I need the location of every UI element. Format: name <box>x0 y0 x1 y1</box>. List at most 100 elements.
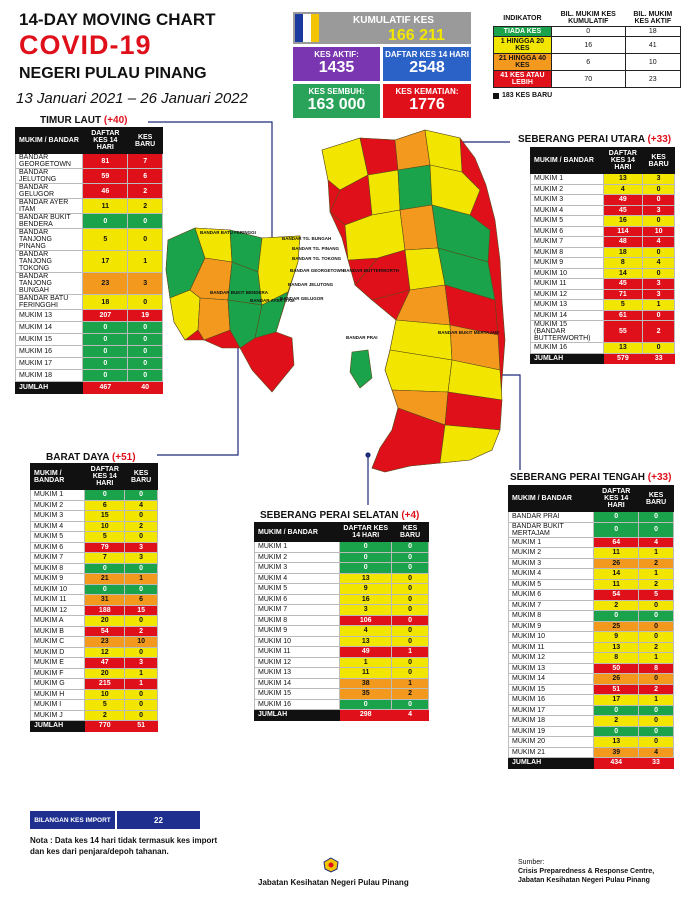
baru-cell: 1 <box>124 573 158 585</box>
kes-baru-text: 183 KES BARU <box>502 92 553 99</box>
note: Nota : Data kes 14 hari tidak termasuk k… <box>30 836 218 856</box>
daftar-cell: 64 <box>593 536 640 548</box>
daftar-cell: 81 <box>82 153 129 169</box>
indicator-label: 21 HINGGA 40 KES <box>493 53 552 71</box>
total-value: 434 <box>593 757 640 769</box>
row-label: MUKIM 5 <box>253 583 341 595</box>
daftar-cell: 16 <box>602 215 644 227</box>
column-header: KES BARU <box>127 127 163 154</box>
row-label: MUKIM 9 <box>29 573 86 585</box>
row-label: MUKIM I <box>29 699 86 711</box>
daftar-cell: 0 <box>339 698 393 710</box>
row-label: BANDAR GEORGETOWN <box>14 153 84 169</box>
total-row: JUMLAH 434 33 <box>507 757 674 769</box>
baru-cell: 2 <box>638 641 674 653</box>
baru-cell: 0 <box>124 583 158 595</box>
daftar-cell: 49 <box>339 646 393 658</box>
baru-cell: 0 <box>391 635 429 647</box>
row-label: MUKIM 14 <box>253 677 341 689</box>
table-row: BANDAR JELUTONG 59 6 <box>14 168 163 184</box>
indicator-legend: INDIKATOR BIL. MUKIM KES KUMULATIF BIL. … <box>493 10 682 99</box>
row-label: MUKIM 1 <box>530 173 604 185</box>
daftar-cell: 0 <box>82 321 129 334</box>
table-row: MUKIM 1 13 3 <box>530 173 675 185</box>
daftar-cell: 0 <box>84 562 126 574</box>
row-label: MUKIM 9 <box>530 257 604 269</box>
table-row: MUKIM 20 13 0 <box>507 736 674 748</box>
row-label: MUKIM C <box>29 636 86 648</box>
baru-cell: 0 <box>391 614 429 626</box>
row-label: MUKIM 10 <box>530 267 604 279</box>
daftar-cell: 59 <box>82 168 129 184</box>
baru-cell: 0 <box>127 345 163 358</box>
row-label: MUKIM 18 <box>507 715 595 727</box>
daftar-cell: 0 <box>339 541 393 553</box>
table-row: BANDAR GEORGETOWN 81 7 <box>14 153 163 169</box>
table-row: MUKIM H 10 0 <box>29 688 158 700</box>
row-label: MUKIM 13 <box>14 309 84 322</box>
row-label: MUKIM 13 <box>253 667 341 679</box>
indicator-header: BIL. MUKIM KES AKTIF <box>633 11 673 25</box>
row-label: MUKIM 16 <box>530 342 604 354</box>
table-row: MUKIM G 215 1 <box>29 678 158 690</box>
baru-cell: 0 <box>638 704 674 716</box>
daftar-cell: 18 <box>82 294 129 310</box>
date-range: 13 Januari 2021 – 26 Januari 2022 <box>16 90 248 107</box>
baru-cell: 0 <box>127 369 163 382</box>
row-label: MUKIM 12 <box>253 656 341 668</box>
row-label: MUKIM A <box>29 615 86 627</box>
map-label: BANDAR BUKIT MERTAJAM <box>438 330 499 335</box>
table-row: MUKIM 1 64 4 <box>507 536 674 548</box>
daftar-cell: 71 <box>602 288 644 300</box>
row-label: MUKIM 19 <box>507 725 595 737</box>
row-label: MUKIM B <box>29 625 86 637</box>
table-row: MUKIM 15 (BANDAR BUTTERWORTH) 55 2 <box>530 320 675 343</box>
row-label: MUKIM 10 <box>507 631 595 643</box>
baru-cell: 2 <box>127 198 163 214</box>
daftar-cell: 51 <box>593 683 640 695</box>
row-label: MUKIM 17 <box>14 357 84 370</box>
baru-cell: 3 <box>124 552 158 564</box>
kematian-box: KES KEMATIAN: 1776 <box>383 84 471 118</box>
daftar-cell: 12 <box>84 646 126 658</box>
baru-cell: 0 <box>124 562 158 574</box>
map-label: BANDAR TG. PINANG <box>292 246 339 251</box>
daftar-cell: 49 <box>602 194 644 206</box>
timur-laut-title: TIMUR LAUT (+40) <box>40 115 128 126</box>
daftar-cell: 5 <box>82 228 129 251</box>
daftar-cell: 11 <box>593 578 640 590</box>
table-row: MUKIM D 12 0 <box>29 646 158 658</box>
table-row: MUKIM 17 0 0 <box>507 704 674 716</box>
daftar-cell: 14 <box>593 568 640 580</box>
row-label: MUKIM 6 <box>253 593 341 605</box>
row-label: MUKIM 7 <box>507 599 595 611</box>
daftar-cell: 11 <box>82 198 129 214</box>
daftar-cell: 0 <box>339 551 393 563</box>
daftar-label: DAFTAR KES 14 HARI <box>385 50 469 59</box>
daftar-cell: 13 <box>339 635 393 647</box>
indicator-row: 41 KES ATAU LEBIH 70 23 <box>493 70 682 88</box>
baru-cell: 4 <box>638 536 674 548</box>
row-label: MUKIM 7 <box>253 604 341 616</box>
row-label: BANDAR TANJONG PINANG <box>14 228 84 251</box>
baru-cell: 0 <box>642 246 675 258</box>
table-row: MUKIM 11 31 6 <box>29 594 158 606</box>
map-label: BANDAR TG. TOKONG <box>292 256 342 261</box>
baru-cell: 0 <box>638 620 674 632</box>
row-label: MUKIM 11 <box>530 278 604 290</box>
state-flag-icon <box>295 14 319 42</box>
indicator-header: INDIKATOR <box>503 14 542 22</box>
map-label: BANDAR GEORGETOWN <box>290 268 345 273</box>
daftar-cell: 188 <box>84 604 126 616</box>
row-label: MUKIM F <box>29 667 86 679</box>
row-label: MUKIM 15 <box>253 688 341 700</box>
total-label: JUMLAH <box>29 720 86 732</box>
table-row: MUKIM C 23 10 <box>29 636 158 648</box>
baru-cell: 0 <box>642 342 675 354</box>
